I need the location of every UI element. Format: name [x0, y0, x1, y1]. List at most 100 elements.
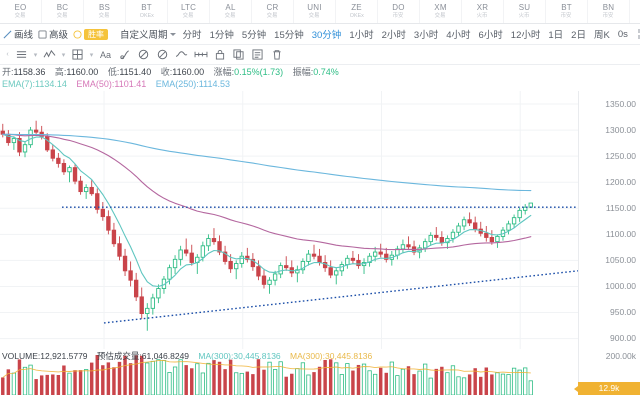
text-tool-icon[interactable]: Aa: [99, 49, 111, 60]
symbol-tab-bs-2[interactable]: BS 交易: [84, 0, 126, 23]
symbol-tab-symbol: UNI: [307, 3, 322, 13]
refresh-interval-label[interactable]: 0s: [617, 28, 628, 40]
symbol-tab-symbol: BS: [98, 3, 111, 13]
open-label: 开:: [2, 67, 14, 77]
chart-stage: 1350.00 1300.00 1250.00 1200.00 1150.00 1100.…: [0, 90, 640, 395]
symbol-tab-exchange: 交易: [57, 12, 68, 19]
period-分时[interactable]: 分时: [182, 30, 202, 41]
period-1日[interactable]: 1日: [548, 30, 564, 41]
symbol-tab-ltc-4[interactable]: LTC 交易: [168, 0, 210, 23]
period-15分钟[interactable]: 15分钟: [274, 30, 304, 41]
trash-tool-icon[interactable]: [268, 47, 285, 63]
magnet-tool-icon[interactable]: [135, 47, 152, 63]
symbol-tab-bc-1[interactable]: BC 交易: [42, 0, 84, 23]
price-axis-tick: 1050.00: [605, 254, 636, 265]
period-1分钟[interactable]: 1分钟: [209, 30, 234, 41]
symbol-tab-xr-11[interactable]: XR 火币: [462, 0, 504, 23]
symbol-tab-bt-13[interactable]: BT 币安: [546, 0, 588, 23]
symbol-tab-bn-14[interactable]: BN 币安: [588, 0, 630, 23]
grid-layout-icon[interactable]: [637, 29, 640, 39]
symbol-tab-exchange: 火币: [477, 12, 488, 19]
symbol-tab-al-5[interactable]: AL 交易: [210, 0, 252, 23]
period-toolbar: 画线 高级 胜率 自定义周期 分时 1分钟 5分钟 15分钟 30分钟 1小时 2小时 3小时…: [0, 24, 640, 45]
price-axis-tick: 950.00: [610, 307, 636, 317]
price-axis-tick: 1000.00: [605, 280, 636, 291]
measure-tool-icon[interactable]: [192, 47, 209, 63]
price-axis[interactable]: 1350.00 1300.00 1250.00 1200.00 1150.00 1100.…: [578, 90, 640, 349]
period-5分钟[interactable]: 5分钟: [241, 30, 267, 41]
grid-tool-chevron-down-icon[interactable]: ▾: [89, 51, 94, 59]
symbol-tab-symbol: BT: [141, 3, 152, 13]
ema250-value: EMA(250):1114.53: [155, 79, 230, 90]
period-30分钟[interactable]: 30分钟: [311, 30, 342, 41]
close-label: 收:: [160, 67, 173, 77]
low-value: 1151.40: [119, 67, 152, 77]
period-2小时[interactable]: 2小时: [381, 30, 406, 41]
symbol-tab-symbol: DO: [392, 3, 405, 13]
symbol-tab-su-12[interactable]: SU 火币: [504, 0, 546, 23]
drawing-toolbar: ‹ ▾ ▾ ▾ Aa: [0, 45, 640, 65]
symbol-tab-exchange: OKEx: [349, 12, 364, 19]
volume-axis-tick: 200.00k: [605, 350, 636, 361]
price-axis-tick: 1150.00: [605, 202, 636, 213]
lock-tool-icon[interactable]: [211, 47, 228, 63]
change-label: 涨幅:: [213, 67, 235, 77]
period-12小时[interactable]: 12小时: [510, 30, 541, 41]
symbol-tab-et-15[interactable]: ET火币: [630, 0, 640, 23]
winrate-button[interactable]: 胜率: [73, 28, 109, 40]
symbol-tab-symbol: AL: [225, 3, 236, 13]
price-axis-tick: 900.00: [610, 333, 636, 344]
grid-tool-icon[interactable]: [69, 47, 86, 63]
symbol-tab-symbol: CR: [266, 3, 279, 13]
ema7-value: EMA(7):1134.14: [2, 79, 67, 90]
change-value: 0.15%(1.73): [234, 67, 284, 77]
price-plot[interactable]: [0, 90, 578, 349]
price-axis-tick: 1350.00: [605, 98, 636, 109]
high-label: 高:: [54, 67, 67, 77]
symbol-tab-uni-7[interactable]: UNI 交易: [294, 0, 336, 23]
copy-tool-icon[interactable]: [230, 47, 247, 63]
symbol-tab-xm-10[interactable]: XM 交易: [420, 0, 462, 23]
volume-value: VOLUME:12,921.5779: [2, 350, 88, 361]
volume-svg: [1, 354, 533, 395]
ema50-value: EMA(50):1101.41: [76, 79, 147, 90]
period-1小时[interactable]: 1小时: [349, 30, 374, 41]
symbol-tab-do-9[interactable]: DO 币安: [378, 0, 420, 23]
custom-period-label: 自定义周期: [120, 30, 168, 41]
line-tool-chevron-down-icon[interactable]: ▾: [33, 51, 38, 59]
period-6小时[interactable]: 6小时: [478, 30, 503, 41]
symbol-tab-exchange: 交易: [99, 12, 110, 19]
symbol-tab-cr-6[interactable]: CR 交易: [252, 0, 294, 23]
symbol-tab-bt-3[interactable]: BT OKEx: [126, 0, 168, 23]
volume-current-badge: 12.9k: [578, 381, 640, 395]
period-4小时[interactable]: 4小时: [446, 30, 471, 41]
toolbar-scroll-left-icon[interactable]: ‹: [6, 51, 9, 58]
period-2日[interactable]: 2日: [571, 30, 586, 41]
wave-tool-chevron-down-icon[interactable]: ▾: [61, 51, 66, 59]
volume-legend: VOLUME:12,921.5779 预估成交量:61,046.8249 MA(…: [2, 350, 372, 362]
wave-tool-icon[interactable]: [41, 47, 58, 63]
symbol-tab-exchange: 交易: [183, 12, 194, 19]
eraser-tool-icon[interactable]: [154, 47, 171, 63]
symbol-tab-exchange: 交易: [225, 12, 236, 19]
period-3小时[interactable]: 3小时: [413, 30, 439, 41]
brush-tool-icon[interactable]: [116, 47, 133, 63]
volume-badge-caret-icon: [574, 385, 578, 392]
price-pane[interactable]: 1350.00 1300.00 1250.00 1200.00 1150.00 1100.…: [0, 90, 640, 349]
volume-pane[interactable]: VOLUME:12,921.5779 预估成交量:61,046.8249 MA(…: [0, 348, 640, 395]
draw-line-button[interactable]: 画线: [3, 27, 33, 41]
symbol-tab-ze-8[interactable]: ZE OKEx: [336, 0, 378, 23]
list-tool-icon[interactable]: [249, 47, 266, 63]
custom-period-dropdown[interactable]: 自定义周期: [120, 27, 176, 41]
symbol-tab-exchange: 火币: [519, 12, 530, 19]
high-value: 1160.00: [66, 67, 99, 77]
period-周K[interactable]: 周K: [593, 30, 610, 41]
curve-tool-icon[interactable]: [173, 47, 190, 63]
symbol-tab-eo-0[interactable]: EO 交易: [0, 0, 42, 23]
chevron-down-icon: [169, 32, 176, 36]
volume-plot[interactable]: [0, 349, 578, 395]
advanced-button[interactable]: 高级: [38, 27, 68, 41]
line-tool-icon[interactable]: [13, 47, 30, 63]
close-value: 1160.00: [172, 67, 205, 77]
